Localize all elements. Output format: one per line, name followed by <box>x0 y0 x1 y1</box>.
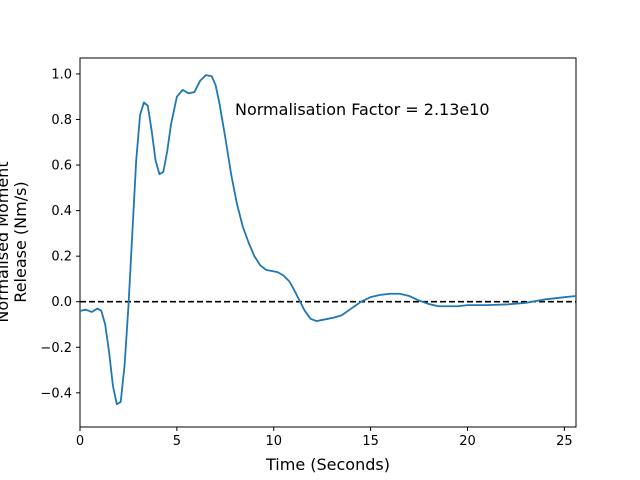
x-tick-label: 10 <box>265 434 282 449</box>
x-axis-label: Time (Seconds) <box>265 455 390 474</box>
x-tick-label: 5 <box>173 434 181 449</box>
y-tick-label: 0.0 <box>51 295 72 310</box>
series-line <box>79 74 577 406</box>
y-tick-label: 0.6 <box>51 159 72 174</box>
x-tick-label: 0 <box>76 434 84 449</box>
y-axis-ticks: −0.4 −0.2 0.0 0.2 0.4 0.6 0.8 1.0 <box>40 67 80 401</box>
y-tick-label: −0.2 <box>40 341 72 356</box>
y-tick-label: 1.0 <box>51 67 72 82</box>
y-tick-label: −0.4 <box>40 386 72 401</box>
normalisation-annotation: Normalisation Factor = 2.13e10 <box>235 100 490 119</box>
plot-frame <box>79 57 577 428</box>
x-tick-label: 15 <box>362 434 379 449</box>
x-tick-label: 20 <box>459 434 476 449</box>
y-tick-label: 0.2 <box>51 250 72 265</box>
x-tick-label: 25 <box>556 434 573 449</box>
y-tick-label: 0.8 <box>51 113 72 128</box>
y-axis-label-line-2: Release (Nm/s) <box>11 181 30 302</box>
y-axis-label-line-1: Normalised Moment <box>0 161 12 322</box>
y-tick-label: 0.4 <box>51 204 72 219</box>
plot-area: Normalisation Factor = 2.13e10 <box>79 57 577 428</box>
x-axis-ticks: 0 5 10 15 20 25 <box>76 427 573 449</box>
